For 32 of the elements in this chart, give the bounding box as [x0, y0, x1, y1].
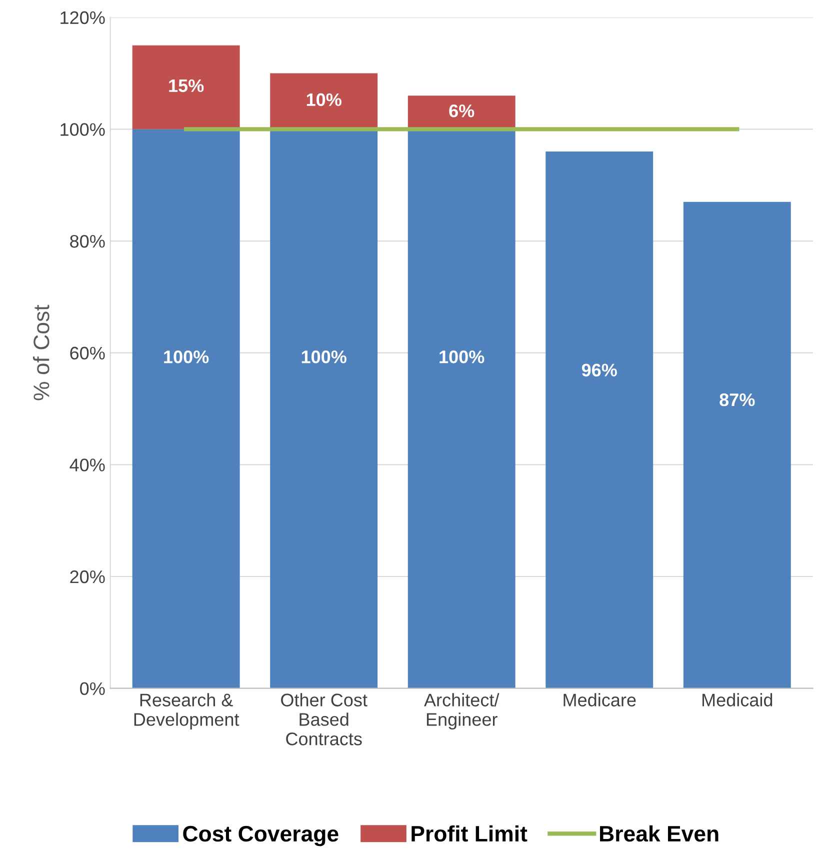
x-tick-label: Other Cost Based Contracts	[281, 693, 368, 746]
legend-label: Profit Limit	[412, 825, 528, 842]
y-axis-title: % of Cost	[33, 304, 50, 400]
bar	[270, 129, 378, 688]
data-label: 100%	[164, 350, 209, 364]
y-tick-label: 20%	[70, 570, 105, 584]
data-label: 96%	[582, 364, 617, 376]
bar	[683, 202, 791, 688]
data-label: 10%	[306, 93, 342, 106]
bar	[270, 73, 378, 130]
x-tick-label: Medicare	[564, 693, 636, 706]
data-label: 100%	[440, 350, 484, 364]
y-tick-label: 120%	[60, 11, 105, 24]
y-tick-label: 80%	[70, 234, 105, 248]
bar	[132, 45, 240, 130]
y-tick-label: 0%	[80, 682, 105, 696]
bar	[408, 129, 516, 688]
x-tick-label: Architect/ Engineer	[424, 693, 500, 730]
bar	[132, 129, 240, 688]
bar	[546, 152, 654, 688]
data-label: 100%	[302, 350, 346, 364]
x-tick-label: Medicaid	[702, 693, 772, 706]
data-label: 87%	[720, 393, 755, 406]
legend-label: Cost Coverage	[183, 826, 338, 846]
legend-label: Break Even	[600, 825, 718, 842]
data-label: 15%	[169, 79, 204, 92]
data-label: 6%	[449, 104, 474, 118]
y-tick-label: 40%	[70, 458, 105, 472]
x-tick-label: Research & Development	[134, 693, 240, 730]
bar	[408, 96, 516, 130]
y-tick-label: 60%	[70, 346, 105, 360]
y-tick-label: 100%	[60, 123, 105, 136]
